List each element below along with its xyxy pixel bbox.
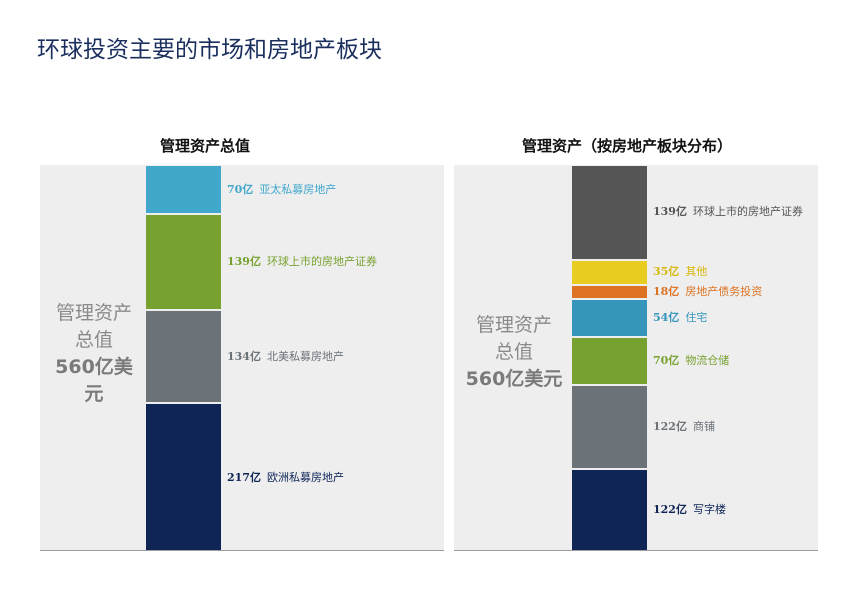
left-segment-label: 217亿 欧洲私募房地产 [227,471,344,485]
right-segment-value: 122亿 [653,503,687,517]
right-segment-value: 70亿 [653,354,680,368]
right-bar-segment [572,166,647,259]
right-segment-name: 其他 [685,265,708,279]
right-baseline [454,550,818,551]
left-bar-segment [146,404,221,551]
left-chart-panel [40,165,444,550]
right-segment-name: 房地产债务投资 [685,284,763,298]
left-total-value: 560亿美 [55,356,133,378]
right-total-line1: 管理资产 [475,314,552,336]
right-total-label: 管理资产 总值 560亿美元 [458,312,570,393]
right-segment-value: 122亿 [653,420,687,434]
left-segment-name: 欧洲私募房地产 [266,470,344,484]
left-total-value-tail: 元 [84,383,104,405]
page-title: 环球投资主要的市场和房地产板块 [37,37,382,63]
right-total-line2: 总值 [494,341,533,363]
left-segment-value: 134亿 [227,349,261,363]
right-total-value: 560亿美元 [465,368,563,390]
right-bar-segment [572,386,647,468]
right-chart-title: 管理资产（按房地产板块分布） [522,137,733,155]
right-bar-segment [572,285,647,298]
left-segment-value: 217亿 [227,470,261,484]
right-segment-label: 139亿 环球上市的房地产证券 [653,205,803,219]
right-segment-label: 122亿 商铺 [653,420,715,434]
right-segment-label: 122亿 写字楼 [653,503,726,517]
left-segment-label: 139亿 环球上市的房地产证券 [227,255,377,269]
right-segment-label: 35亿 其他 [653,265,707,279]
left-total-label: 管理资产 总值 560亿美 元 [44,300,144,408]
right-segment-label: 18亿 房地产债务投资 [653,285,762,299]
right-bar-segment [572,299,647,336]
left-segment-name: 亚太私募房地产 [259,182,337,196]
left-segment-name: 环球上市的房地产证券 [266,255,377,269]
right-segment-name: 环球上市的房地产证券 [692,205,803,219]
left-chart-title: 管理资产总值 [160,137,251,155]
right-segment-name: 写字楼 [692,503,726,517]
right-segment-name: 住宅 [685,310,708,324]
left-baseline [40,550,444,551]
right-segment-name: 物流仓储 [685,354,730,368]
right-segment-name: 商铺 [692,420,715,434]
right-bar-segment [572,260,647,284]
left-segment-label: 70亿 亚太私募房地产 [227,183,336,197]
right-segment-label: 54亿 住宅 [653,311,707,325]
left-total-line1: 管理资产 [55,302,132,324]
right-segment-value: 35亿 [653,265,680,279]
left-segment-value: 70亿 [227,182,254,196]
left-segment-value: 139亿 [227,255,261,269]
left-bar-segment [146,215,221,310]
left-total-line2: 总值 [74,329,113,351]
right-bar-segment [572,337,647,385]
left-bar-segment [146,166,221,214]
left-segment-name: 北美私募房地产 [266,349,344,363]
right-segment-value: 18亿 [653,284,680,298]
left-segment-label: 134亿 北美私募房地产 [227,350,344,364]
right-segment-value: 54亿 [653,310,680,324]
right-segment-label: 70亿 物流仓储 [653,354,729,368]
right-segment-value: 139亿 [653,205,687,219]
right-bar-segment [572,469,647,551]
left-bar-segment [146,311,221,403]
